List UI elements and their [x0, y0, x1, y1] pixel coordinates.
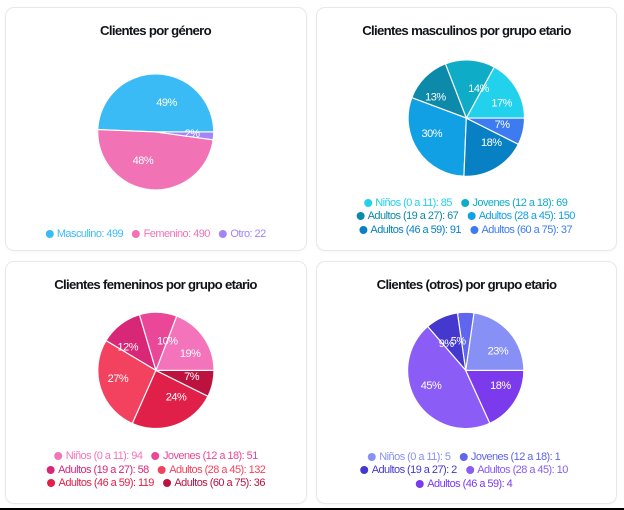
svg-text:7%: 7%	[495, 119, 511, 131]
svg-text:9%: 9%	[439, 338, 455, 350]
svg-text:18%: 18%	[481, 137, 502, 149]
svg-text:30%: 30%	[422, 128, 443, 140]
svg-text:24%: 24%	[166, 392, 187, 404]
svg-text:49%: 49%	[156, 97, 177, 109]
svg-text:19%: 19%	[180, 348, 201, 360]
svg-text:23%: 23%	[488, 345, 509, 357]
svg-text:5%: 5%	[451, 335, 467, 347]
svg-text:2%: 2%	[185, 128, 201, 140]
svg-text:7%: 7%	[184, 371, 200, 383]
svg-text:10%: 10%	[157, 335, 178, 347]
svg-text:48%: 48%	[133, 155, 154, 167]
svg-text:18%: 18%	[490, 380, 511, 392]
svg-text:14%: 14%	[468, 83, 489, 95]
svg-text:12%: 12%	[118, 341, 139, 353]
svg-text:27%: 27%	[108, 373, 129, 385]
svg-text:45%: 45%	[421, 380, 442, 392]
svg-text:17%: 17%	[491, 97, 512, 109]
svg-text:13%: 13%	[425, 92, 446, 104]
